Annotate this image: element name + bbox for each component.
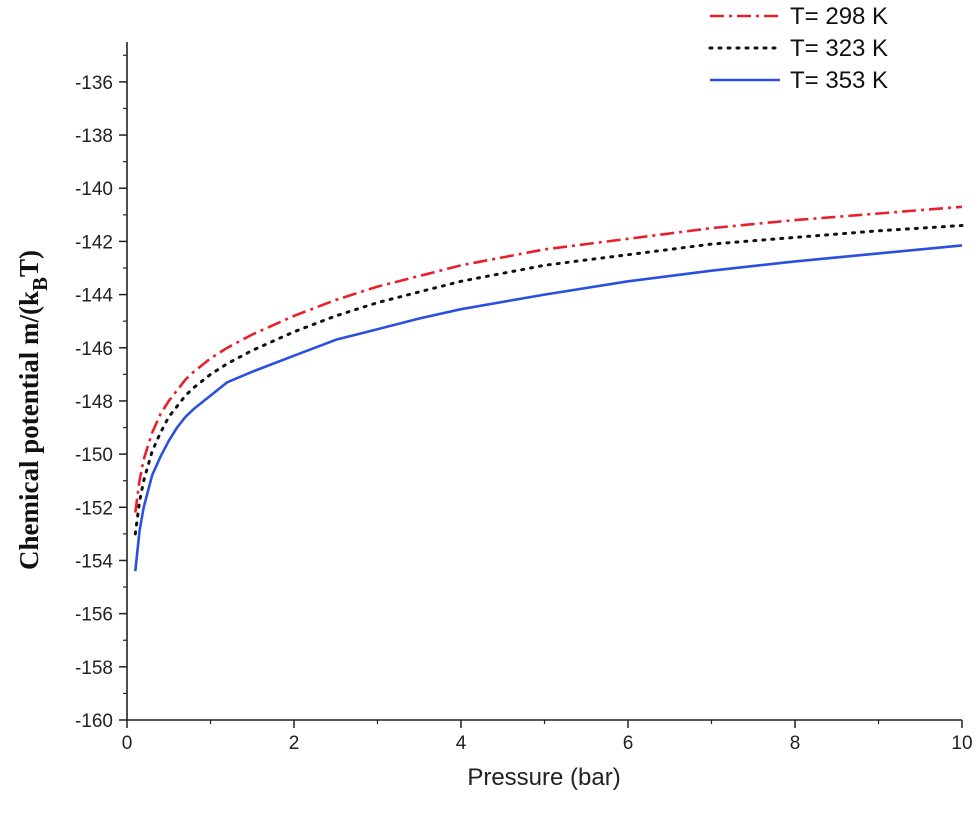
y-ticks: -160 -158 -156 -154 -152 -150 -148 -146 -144 -142… bbox=[75, 54, 127, 732]
x-axis-label: Pressure (bar) bbox=[467, 764, 620, 791]
y-tick-label: -138 bbox=[75, 126, 113, 147]
y-tick-label: -136 bbox=[75, 73, 113, 94]
y-tick-label: -140 bbox=[75, 179, 113, 200]
y-axis-label-prefix: Chemical potential m/(k bbox=[14, 291, 44, 570]
x-tick-label: 10 bbox=[951, 733, 972, 754]
y-tick-label: -146 bbox=[75, 339, 113, 360]
x-tick-label: 0 bbox=[122, 733, 133, 754]
series-layer bbox=[133, 205, 964, 572]
y-tick-label: -150 bbox=[75, 445, 113, 466]
legend-label-3: T= 353 K bbox=[790, 67, 888, 94]
series-line-3 bbox=[134, 244, 963, 572]
y-tick-label: -148 bbox=[75, 392, 113, 413]
x-ticks: 0 2 4 6 8 10 bbox=[122, 720, 973, 754]
y-axis-label-suffix: T) bbox=[14, 250, 44, 277]
y-tick-label: -144 bbox=[75, 286, 113, 307]
y-tick-label: -156 bbox=[75, 605, 113, 626]
x-tick-label: 8 bbox=[790, 733, 801, 754]
x-tick-label: 6 bbox=[623, 733, 634, 754]
y-axis-label: Chemical potential m/(kBT) bbox=[14, 250, 52, 570]
y-tick-label: -160 bbox=[75, 711, 113, 732]
y-tick-label: -142 bbox=[75, 232, 113, 253]
legend-label-1: T= 298 K bbox=[790, 3, 888, 30]
y-tick-label: -152 bbox=[75, 498, 113, 519]
series-line-2 bbox=[133, 224, 964, 536]
x-tick-label: 2 bbox=[289, 733, 300, 754]
y-tick-label: -154 bbox=[75, 551, 113, 572]
plot-area bbox=[126, 42, 962, 721]
y-tick-label: -158 bbox=[75, 658, 113, 679]
legend: T= 298 K T= 323 K T= 353 K bbox=[708, 3, 888, 94]
y-axis-label-subscript: B bbox=[28, 277, 52, 291]
x-tick-label: 4 bbox=[456, 733, 467, 754]
series-line-1 bbox=[134, 205, 963, 513]
legend-label-2: T= 323 K bbox=[790, 35, 888, 62]
